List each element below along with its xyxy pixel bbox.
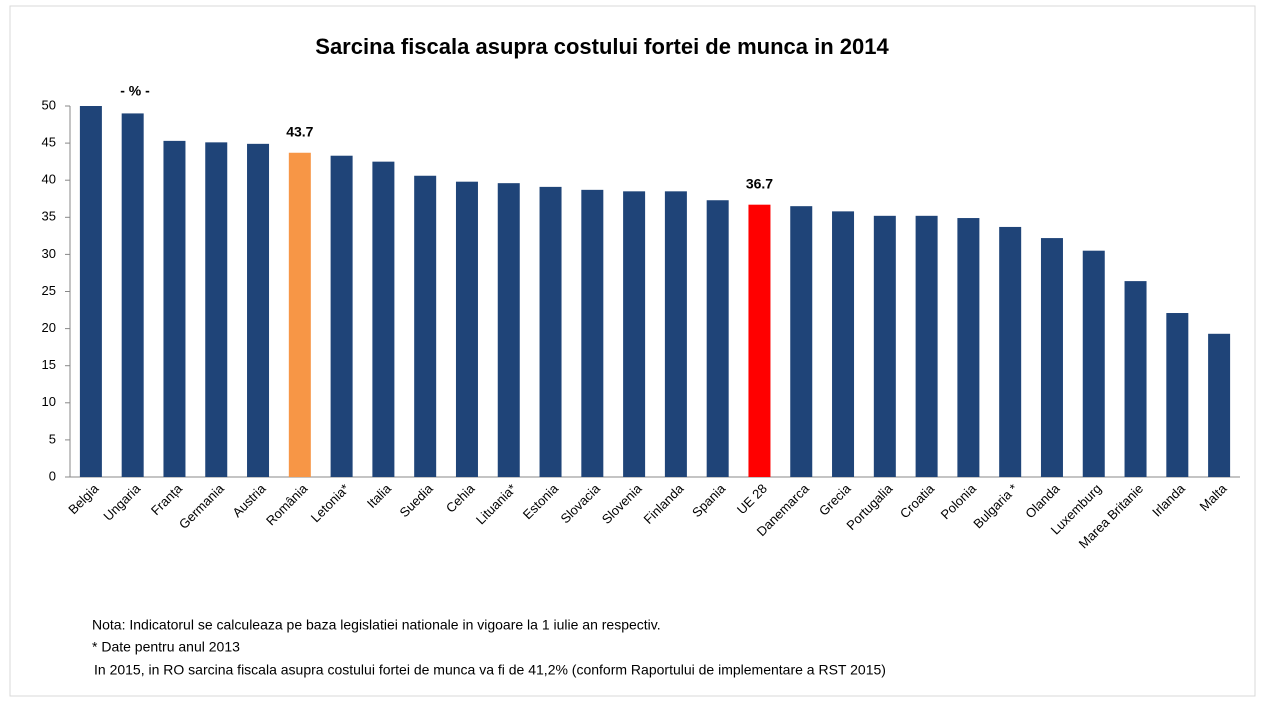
bar [539,186,562,478]
x-tick-label: Bulgaria * [970,481,1020,531]
y-tick-label: 35 [42,209,56,224]
bar [915,215,938,478]
x-tick-label: Belgia [65,480,102,517]
bar [664,191,687,477]
bar [163,140,186,477]
x-tick-label: Portugalia [843,480,896,533]
x-tick-label: Ungaria [100,480,143,523]
y-tick-label: 40 [42,172,56,187]
note: * Date pentru anul 2013 [92,639,240,655]
y-tick-label: 25 [42,283,56,298]
note: In 2015, in RO sarcina fiscala asupra co… [94,662,886,678]
chart-title: Sarcina fiscala asupra costului fortei d… [315,34,889,59]
y-tick-label: 10 [42,394,56,409]
bar [1040,238,1063,477]
x-tick-label: Cehia [443,480,478,515]
bar [1124,281,1147,477]
x-tick-label: Malta [1197,480,1231,514]
bar [832,211,855,477]
x-tick-label: Grecia [816,480,854,518]
chart-subtitle: - % - [120,83,150,99]
x-tick-label: România [263,480,311,528]
y-tick-label: 45 [42,135,56,150]
x-tick-label: Polonia [938,480,980,522]
bar [414,175,437,478]
bar [497,183,520,477]
bar [706,200,729,477]
x-tick-label: Spania [689,480,729,520]
bar [79,106,102,477]
bar [247,143,270,478]
note: Nota: Indicatorul se calculeaza pe baza … [92,617,661,633]
x-tick-label: Finlanda [641,480,687,526]
x-tick-label: Croatia [897,480,938,521]
bar [623,191,646,477]
x-tick-label: Olanda [1022,480,1063,521]
data-label: 43.7 [286,123,313,139]
x-tick-label: Suedia [396,480,436,520]
x-tick-label: Franța [148,480,186,518]
y-tick-label: 0 [49,468,56,483]
y-tick-label: 20 [42,320,56,335]
bar [372,161,395,477]
x-tick-label: Slovenia [599,480,645,526]
bar [121,113,144,478]
chart-frame [9,5,1256,697]
bar [1166,313,1189,477]
bar [999,226,1022,477]
bar [581,189,604,477]
x-tick-label: Austria [229,480,269,520]
bar [748,204,771,477]
bar [330,155,353,478]
x-tick-label: Letonia* [308,481,352,525]
y-tick-label: 30 [42,246,56,261]
x-tick-label: Slovacia [558,480,604,526]
x-tick-label: UE 28 [734,481,770,517]
bar [455,181,478,477]
bar [873,215,896,478]
y-tick-label: 50 [42,97,56,112]
bar [1082,250,1105,477]
x-tick-label: Estonia [520,480,562,522]
x-tick-label: Irlanda [1149,480,1188,519]
bar [288,152,311,477]
x-tick-label: Lituania* [473,481,519,527]
y-tick-label: 15 [42,357,56,372]
x-tick-label: Germania [176,480,228,532]
data-label: 36.7 [746,175,773,191]
x-tick-label: Italia [364,480,395,511]
bar [790,206,813,478]
y-tick-label: 5 [49,431,56,446]
bar [957,218,980,478]
bar [205,142,228,477]
bar [1208,333,1231,477]
